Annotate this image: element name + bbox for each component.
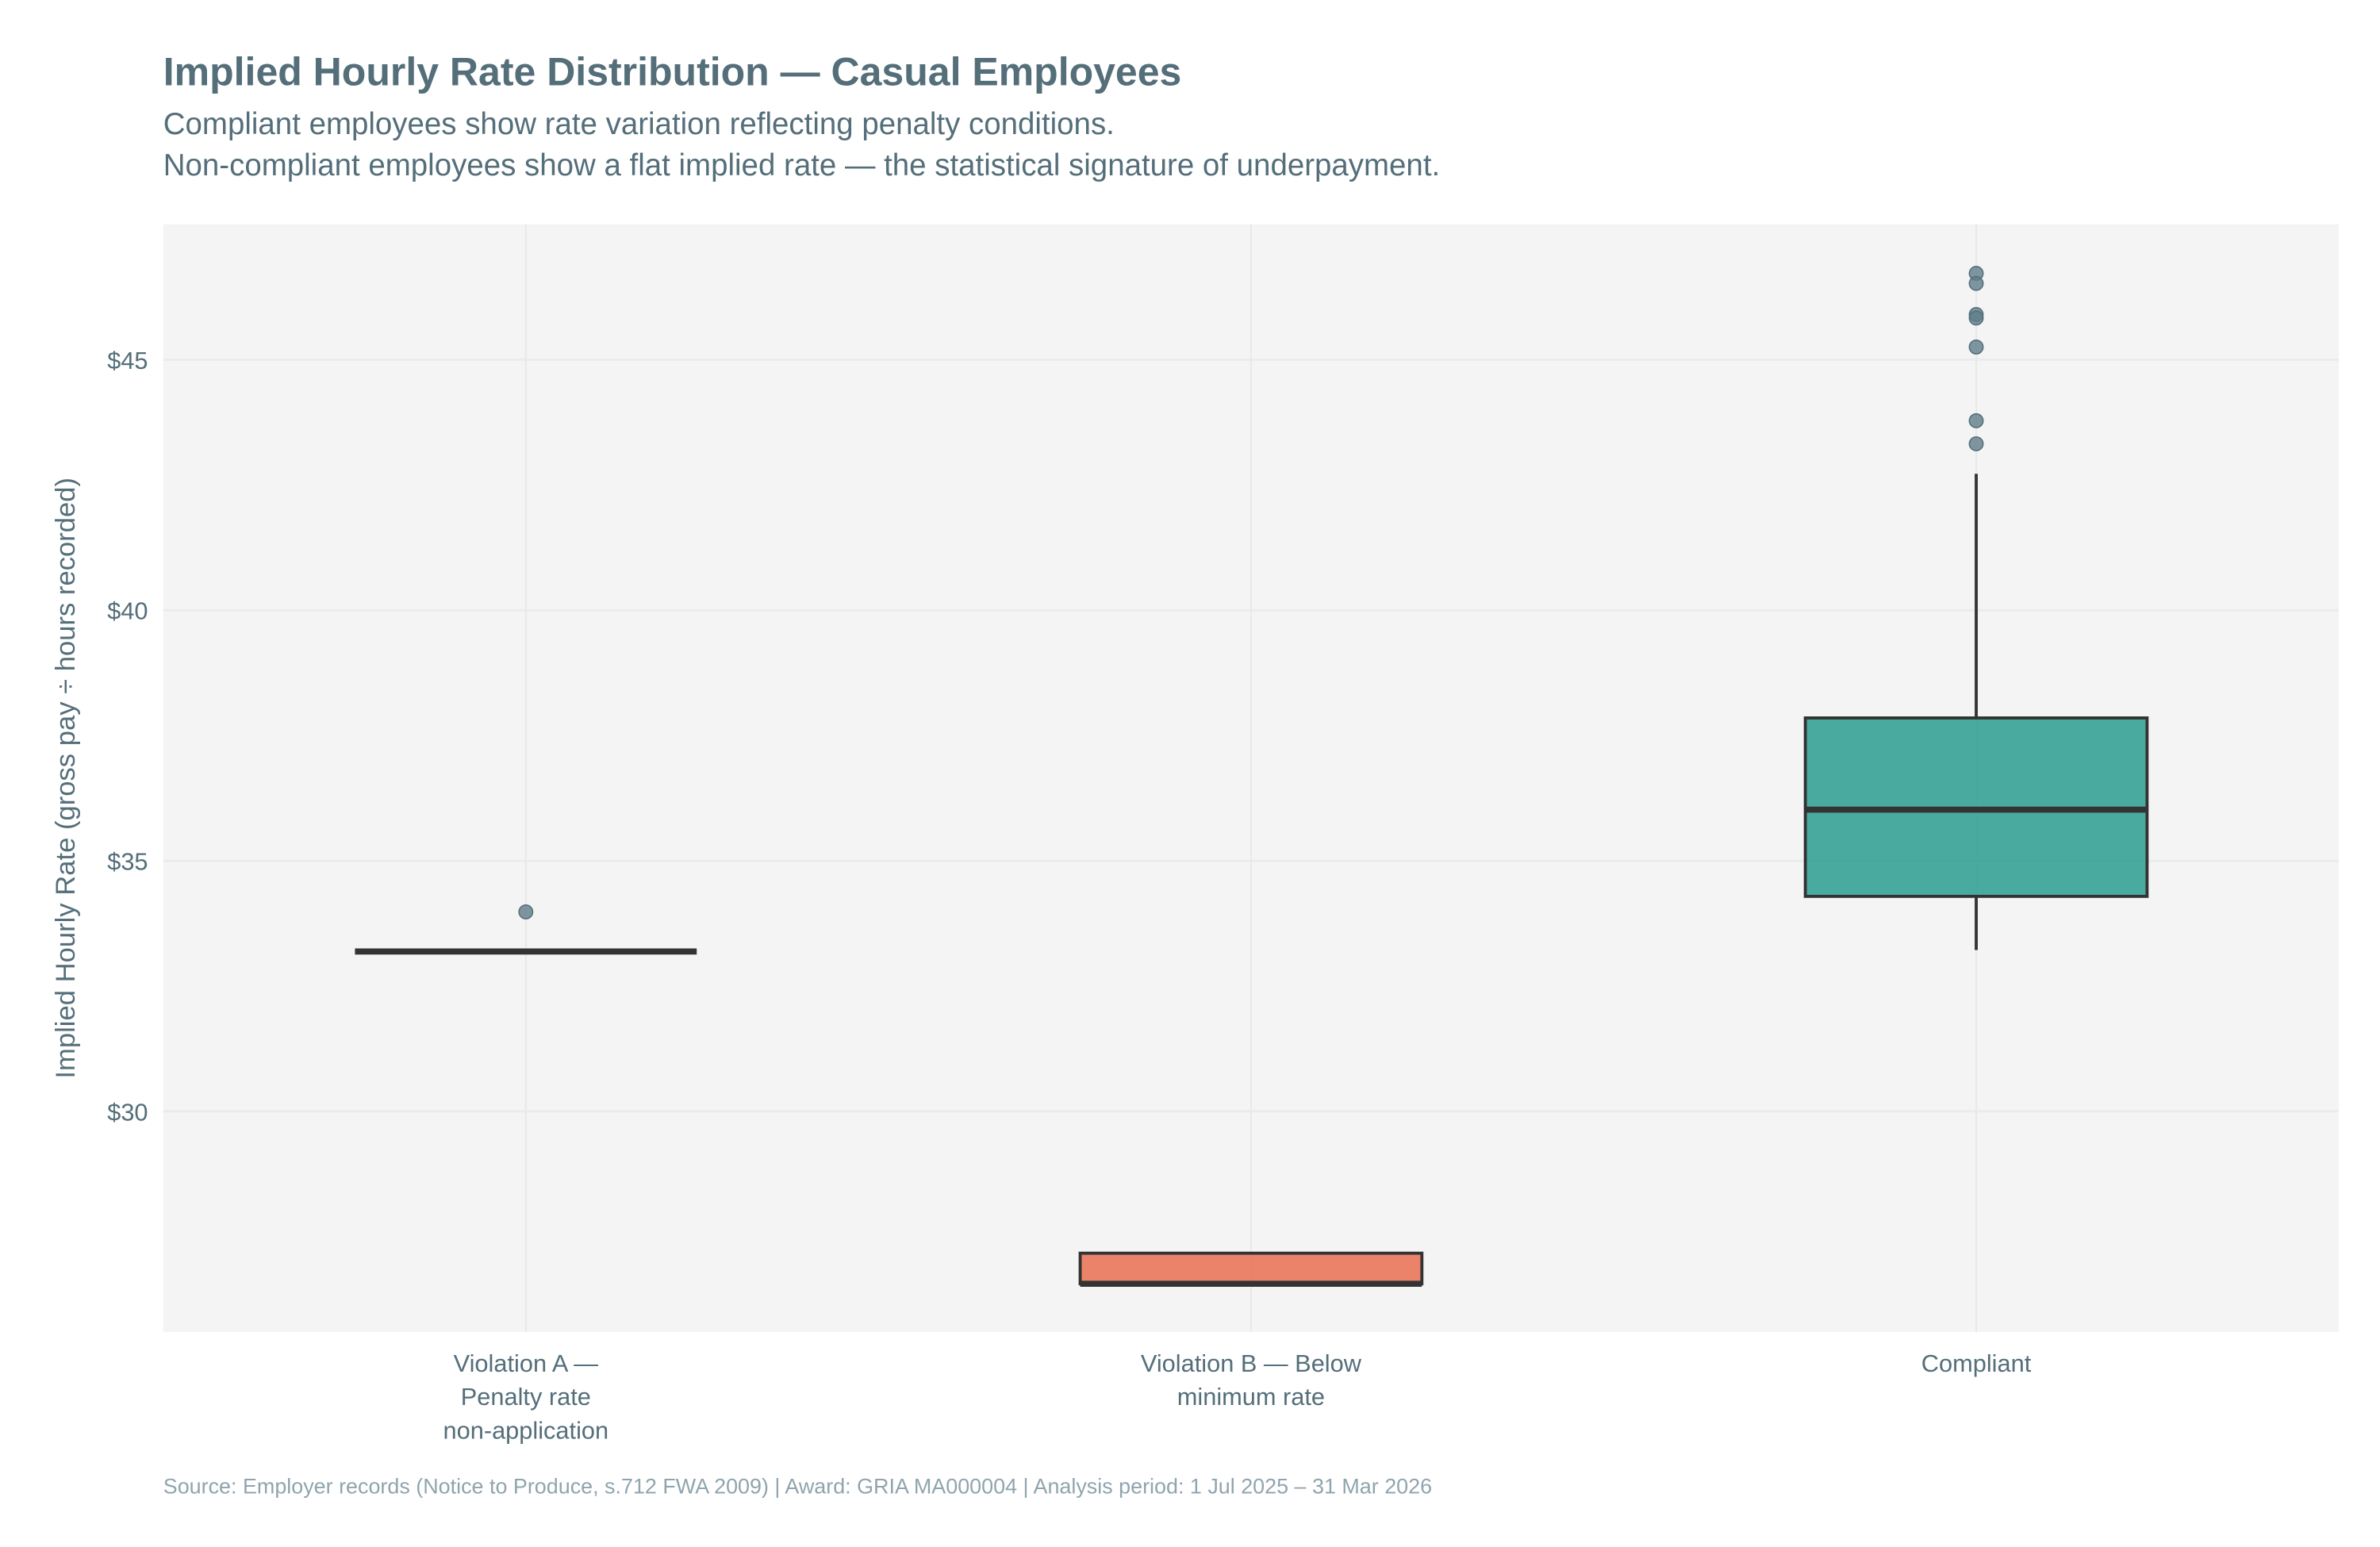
x-tick-label: Penalty rate	[461, 1383, 591, 1411]
y-axis-label: Implied Hourly Rate (gross pay ÷ hours r…	[51, 478, 81, 1079]
y-tick-label: $40	[107, 597, 148, 625]
outlier-point	[1968, 340, 1984, 355]
chart-subtitle-line-1: Compliant employees show rate variation …	[163, 107, 1115, 141]
y-tick-label: $35	[107, 848, 148, 876]
x-tick-label: non-application	[443, 1416, 609, 1444]
box-2	[1803, 266, 2149, 950]
chart-subtitle-line-2: Non-compliant employees show a flat impl…	[163, 148, 1440, 182]
x-tick-label: Compliant	[1921, 1349, 2032, 1377]
chart-title: Implied Hourly Rate Distribution — Casua…	[163, 50, 1182, 94]
outlier-point	[518, 904, 534, 919]
x-tick-label: Violation B — Below	[1141, 1349, 1362, 1377]
outlier-point	[1968, 310, 1984, 326]
outlier-point	[1968, 436, 1984, 451]
y-tick-label: $45	[107, 347, 148, 374]
outlier-point	[1968, 275, 1984, 291]
box-iqr	[1078, 1251, 1424, 1286]
y-tick-label: $30	[107, 1098, 148, 1126]
source-note: Source: Employer records (Notice to Prod…	[163, 1475, 1432, 1499]
box-0	[355, 904, 697, 955]
x-tick-label: Violation A —	[454, 1349, 599, 1377]
outlier-point	[1968, 413, 1984, 428]
x-tick-label: minimum rate	[1177, 1383, 1325, 1411]
box-1	[1078, 1251, 1424, 1288]
